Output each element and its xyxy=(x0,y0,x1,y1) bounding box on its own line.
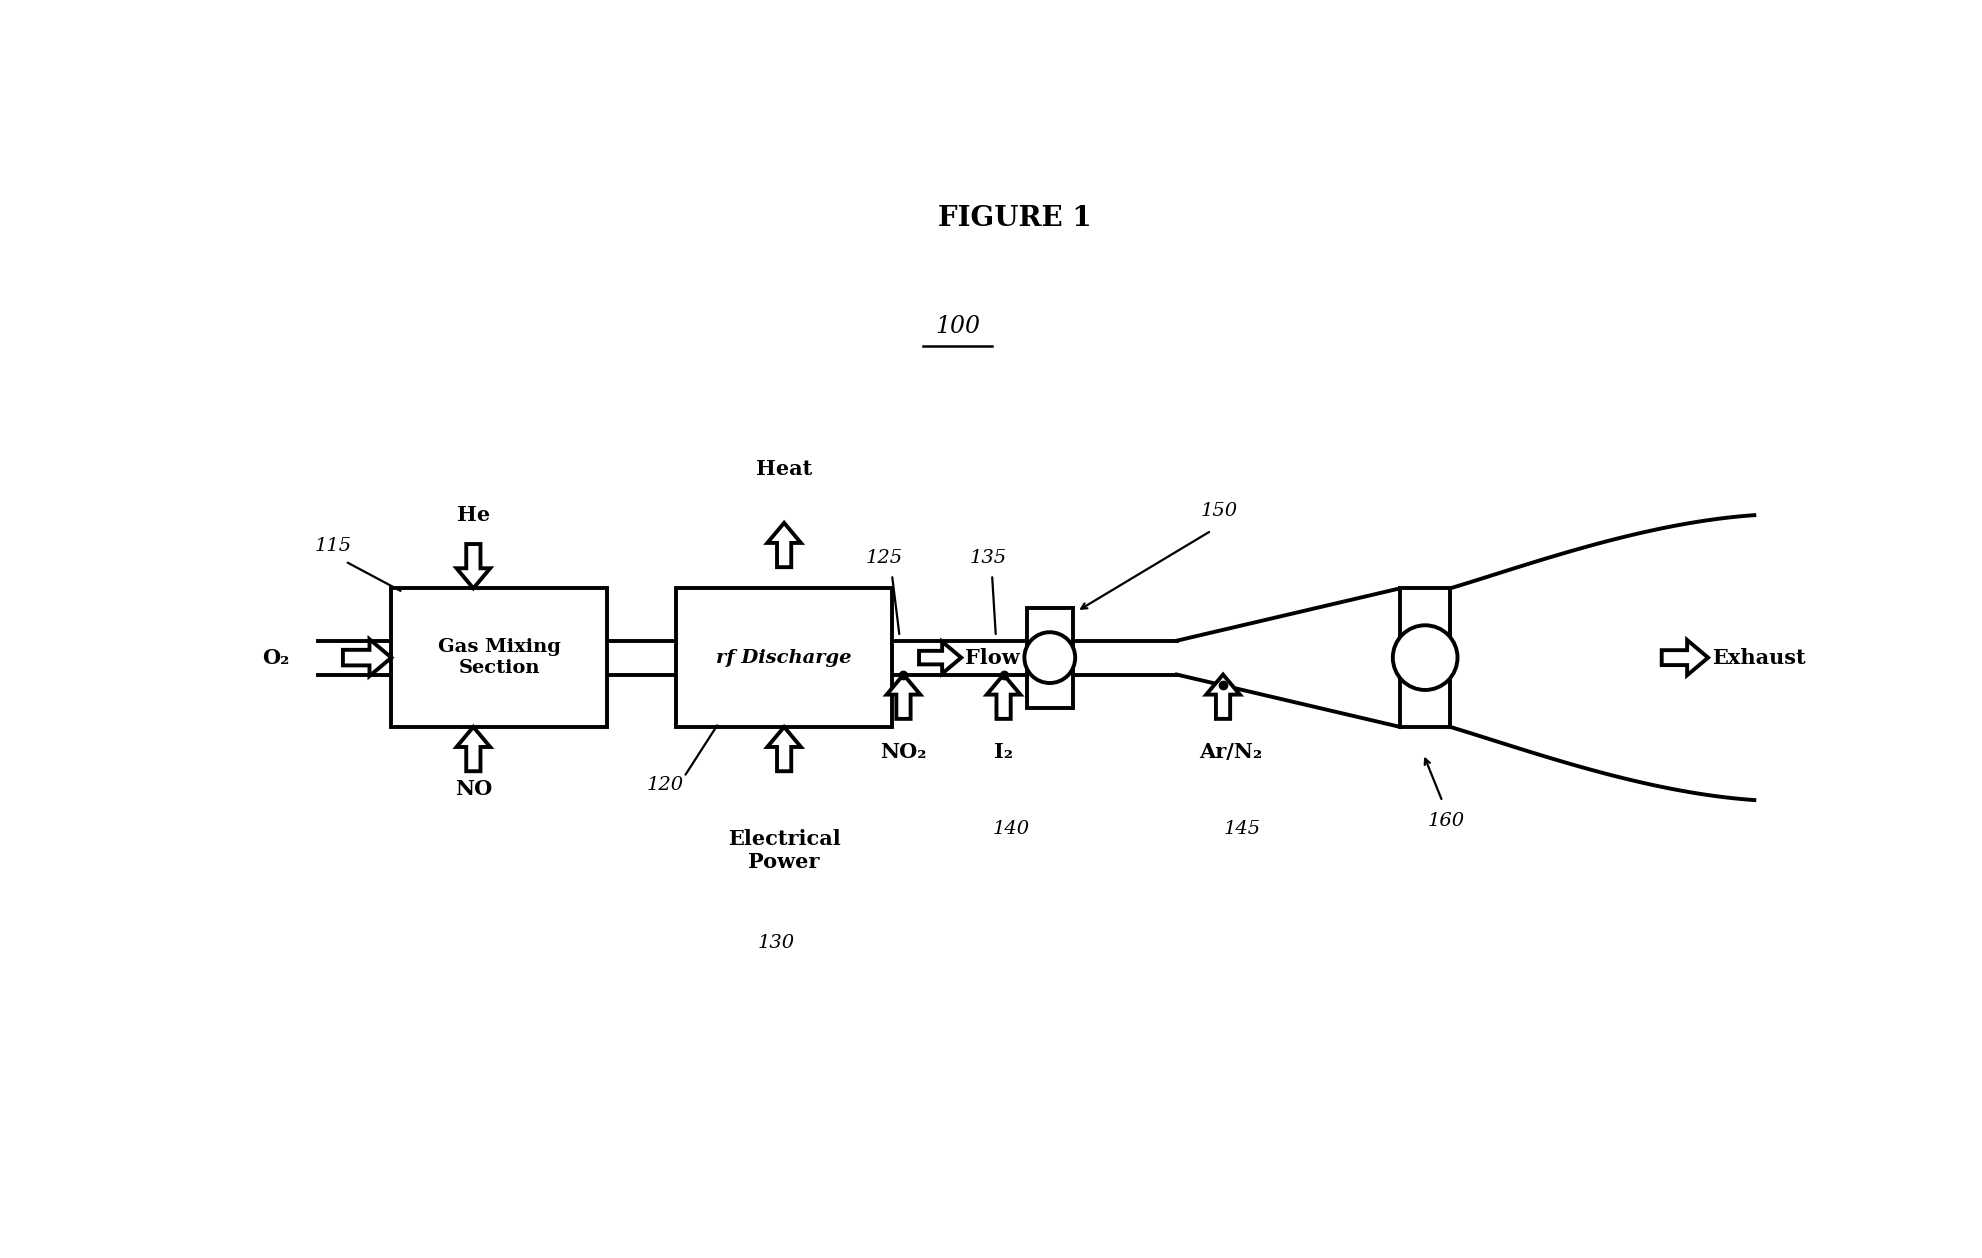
Polygon shape xyxy=(918,642,961,673)
Text: Gas Mixing
Section: Gas Mixing Section xyxy=(438,638,561,677)
Bar xyxy=(1027,608,1072,708)
Circle shape xyxy=(1025,633,1074,683)
Text: 135: 135 xyxy=(969,548,1007,566)
Polygon shape xyxy=(987,674,1021,718)
Text: Exhaust: Exhaust xyxy=(1710,648,1806,668)
Circle shape xyxy=(1391,625,1457,689)
Text: He: He xyxy=(456,506,490,525)
Text: I₂: I₂ xyxy=(993,741,1013,761)
Polygon shape xyxy=(1205,674,1239,718)
Bar xyxy=(676,589,892,727)
Text: 120: 120 xyxy=(646,776,684,794)
Text: 140: 140 xyxy=(993,819,1029,838)
Polygon shape xyxy=(456,543,490,589)
Polygon shape xyxy=(886,674,920,718)
Text: NO₂: NO₂ xyxy=(880,741,926,761)
Text: 160: 160 xyxy=(1427,811,1465,830)
Text: 150: 150 xyxy=(1199,502,1237,521)
Text: 125: 125 xyxy=(866,548,902,566)
Text: 115: 115 xyxy=(315,537,353,555)
Text: FIGURE 1: FIGURE 1 xyxy=(937,205,1092,233)
Polygon shape xyxy=(767,727,801,771)
Text: rf Discharge: rf Discharge xyxy=(716,649,852,667)
Text: Heat: Heat xyxy=(755,459,813,479)
Bar xyxy=(1399,589,1449,727)
Text: 130: 130 xyxy=(757,933,795,951)
Text: 100: 100 xyxy=(934,314,979,338)
Text: NO: NO xyxy=(454,779,492,799)
Text: Electrical
Power: Electrical Power xyxy=(727,829,840,872)
Text: 145: 145 xyxy=(1223,819,1261,838)
Text: Ar/N₂: Ar/N₂ xyxy=(1199,741,1263,761)
Polygon shape xyxy=(343,639,390,676)
Polygon shape xyxy=(456,727,490,771)
Polygon shape xyxy=(1661,640,1707,676)
Bar xyxy=(390,589,606,727)
Text: O₂: O₂ xyxy=(262,648,289,668)
Text: Flow: Flow xyxy=(965,648,1019,668)
Polygon shape xyxy=(767,523,801,567)
